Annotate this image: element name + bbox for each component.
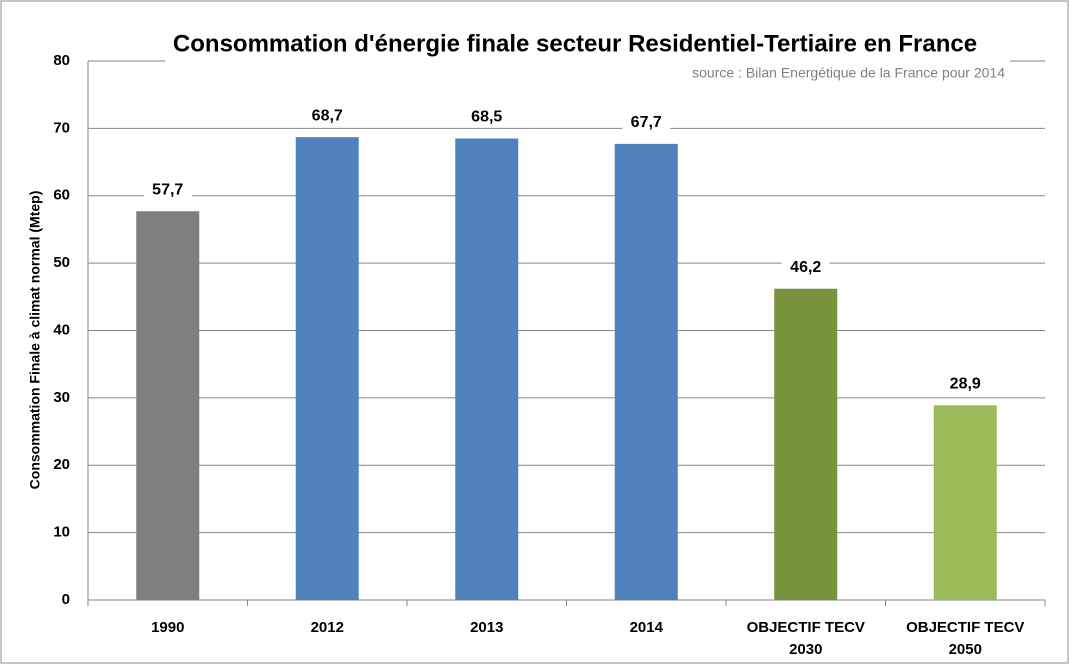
value-label-background [781, 255, 830, 278]
x-tick-label: OBJECTIF TECV 2050 [906, 619, 1025, 658]
bar [614, 143, 678, 600]
y-tick-label: 40 [53, 321, 70, 338]
x-tick-label: 2013 [470, 619, 504, 636]
y-tick-label: 10 [53, 524, 70, 541]
x-tick-label: 1990 [151, 619, 185, 636]
y-tick-label: 0 [62, 591, 70, 608]
title-background [165, 28, 1010, 62]
value-label: 28,9 [950, 376, 981, 393]
x-tick-label: 2012 [310, 619, 344, 636]
y-tick-label: 80 [53, 52, 70, 69]
value-label-background [622, 110, 671, 133]
value-label: 68,7 [312, 107, 343, 124]
chart-subtitle: source : Bilan Energétique de la France … [692, 65, 1005, 81]
value-label-background [941, 372, 990, 395]
y-tick-label: 20 [53, 456, 70, 473]
chart-title: Consommation d'énergie finale secteur Re… [173, 30, 977, 57]
x-tick-label: 2014 [629, 619, 663, 636]
y-axis-label: Consommation Finale à climat normal (Mte… [27, 191, 43, 490]
x-tick-label: OBJECTIF TECV 2030 [746, 619, 865, 658]
bar [774, 288, 838, 600]
y-tick-label: 50 [53, 254, 70, 271]
bar [295, 137, 359, 601]
value-label: 67,7 [631, 114, 662, 131]
value-label: 46,2 [790, 259, 821, 276]
bar [136, 211, 200, 600]
value-label: 57,7 [152, 181, 183, 198]
bar [933, 405, 997, 600]
value-label: 68,5 [471, 109, 502, 126]
value-label-background [462, 105, 511, 128]
value-label-background [303, 104, 352, 127]
y-tick-label: 60 [53, 187, 70, 204]
value-label-background [143, 178, 192, 201]
y-tick-label: 30 [53, 389, 70, 406]
bar [455, 138, 519, 600]
y-tick-label: 70 [53, 119, 70, 136]
